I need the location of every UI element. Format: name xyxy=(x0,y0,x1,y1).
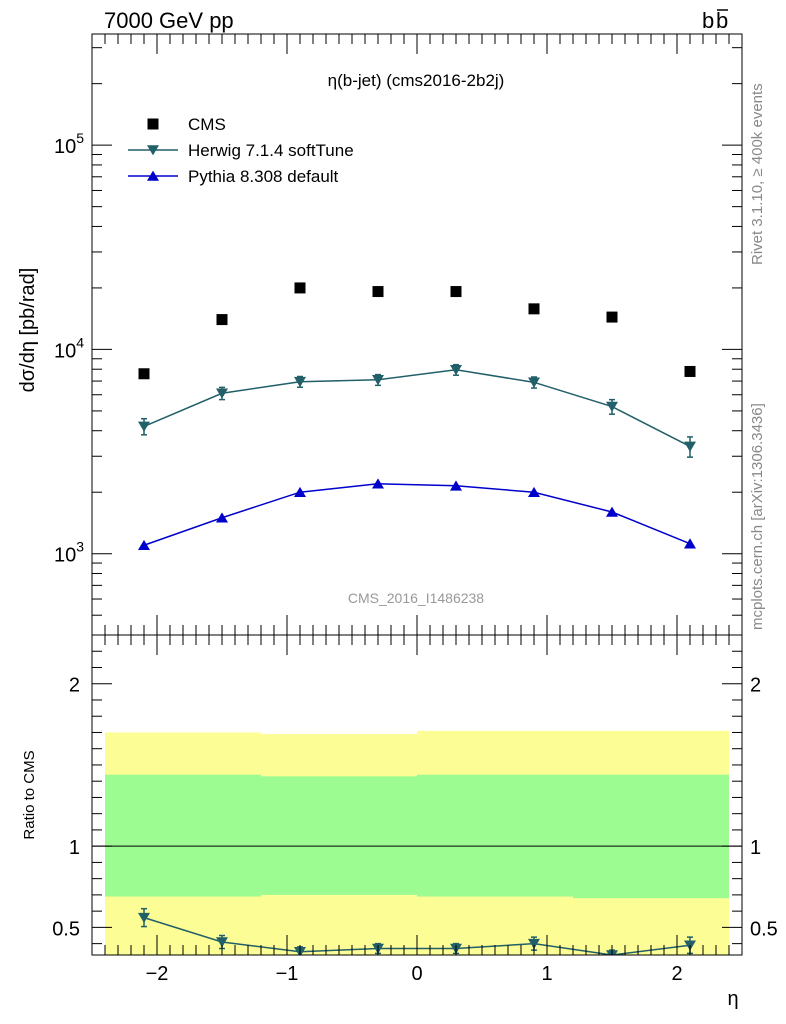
y-tick-label: 104 xyxy=(54,334,84,362)
triangle-down-marker xyxy=(138,421,150,432)
y-tick-label-exponent: 5 xyxy=(76,130,84,146)
triangle-down-marker xyxy=(147,145,159,156)
data-point-square xyxy=(372,286,384,298)
y-tick-label-base: 10 xyxy=(54,340,76,362)
triangle-up-marker xyxy=(450,480,462,491)
inner-uncertainty-band xyxy=(417,774,573,897)
data-point-square xyxy=(294,282,306,294)
x-tick-label: 0 xyxy=(411,963,422,985)
analysis-watermark: CMS_2016_I1486238 xyxy=(348,590,484,606)
lower-axis-ticks: −2 −1 0 1 2 0.5 0.5 1 1 2 2 xyxy=(52,635,778,985)
upper-data-marks xyxy=(138,282,696,551)
triangle-down-marker xyxy=(528,938,540,950)
triangle-down-marker xyxy=(216,937,228,948)
triangle-up-marker xyxy=(138,539,150,551)
legend: CMS Herwig 7.1.4 softTune Pythia 8.308 def… xyxy=(128,115,354,186)
triangle-up-marker xyxy=(294,486,306,498)
triangle-down-marker xyxy=(684,441,696,452)
legend-label: Pythia 8.308 default xyxy=(188,167,339,186)
legend-label: CMS xyxy=(188,115,226,134)
x-tick-label: 1 xyxy=(541,963,552,985)
legend-marker-square xyxy=(147,118,159,130)
process-label-bbar: b xyxy=(716,8,728,33)
triangle-up-marker xyxy=(372,478,384,489)
series-line xyxy=(143,483,691,546)
triangle-up-marker xyxy=(528,486,540,498)
data-point-square xyxy=(684,365,696,377)
legend-label: Herwig 7.1.4 softTune xyxy=(188,141,354,160)
inner-uncertainty-band xyxy=(573,774,729,899)
data-point-square xyxy=(450,286,462,298)
ratio-plot-panel: −2 −1 0 1 2 0.5 0.5 1 1 2 2 Ratio to CMS η xyxy=(21,634,778,1010)
y-tick-label: 105 xyxy=(54,130,84,158)
data-point-square xyxy=(528,303,540,315)
lower-frame xyxy=(91,634,743,956)
triangle-up-marker xyxy=(216,512,228,523)
y-tick-label-exponent: 3 xyxy=(76,539,84,555)
process-label-b: b xyxy=(702,8,714,33)
ratio-y-tick-label-right: 2 xyxy=(750,675,761,697)
y-tick-label: 103 xyxy=(54,539,84,567)
process-label: b b xyxy=(702,8,728,33)
mcplots-label: mcplots.cern.ch [arXiv:1306.3436] xyxy=(749,403,766,630)
triangle-down-marker xyxy=(372,375,384,386)
series-herwig-7-1-4-softtune xyxy=(138,363,696,458)
y-axis-label: dσ/dη [pb/rad] xyxy=(17,268,39,393)
y-tick-label-exponent: 4 xyxy=(76,334,84,350)
series-line xyxy=(143,369,691,448)
triangle-down-marker xyxy=(606,401,618,412)
ratio-y-tick-label-left: 1 xyxy=(69,837,80,859)
ratio-y-axis-label: Ratio to CMS xyxy=(21,750,38,839)
inner-uncertainty-band xyxy=(261,776,417,895)
series-pythia-8-308-default xyxy=(138,478,696,551)
inner-uncertainty-band xyxy=(105,774,261,897)
triangle-down-marker xyxy=(528,377,540,388)
ratio-y-tick-label-left: 2 xyxy=(69,675,80,697)
ratio-y-tick-label-left: 0.5 xyxy=(52,918,80,940)
ratio-y-tick-label-right: 1 xyxy=(750,837,761,859)
x-tick-label: 2 xyxy=(671,963,682,985)
triangle-down-marker xyxy=(450,364,462,376)
y-tick-label-base: 10 xyxy=(54,136,76,158)
uncertainty-bands xyxy=(92,730,742,955)
plot-title: η(b-jet) (cms2016-2b2j) xyxy=(328,71,505,90)
main-plot-panel: η(b-jet) (cms2016-2b2j) CMS_2016_I148623… xyxy=(17,33,743,636)
y-tick-label-base: 10 xyxy=(54,545,76,567)
triangle-down-marker xyxy=(138,912,150,924)
rivet-label: Rivet 3.1.10, ≥ 400k events xyxy=(749,83,766,265)
x-tick-label: −1 xyxy=(276,963,299,985)
data-point-square xyxy=(606,311,618,323)
energy-label: 7000 GeV pp xyxy=(104,8,234,33)
series-cms xyxy=(138,282,696,380)
triangle-down-marker xyxy=(294,376,306,388)
triangle-up-marker xyxy=(606,506,618,517)
triangle-up-marker xyxy=(147,170,159,181)
triangle-down-marker xyxy=(216,388,228,399)
ratio-y-tick-label-right: 0.5 xyxy=(750,918,778,940)
data-point-square xyxy=(138,368,150,380)
data-point-square xyxy=(216,314,228,326)
x-axis-label: η xyxy=(727,988,738,1010)
x-tick-label: −2 xyxy=(146,963,169,985)
triangle-up-marker xyxy=(684,538,696,549)
